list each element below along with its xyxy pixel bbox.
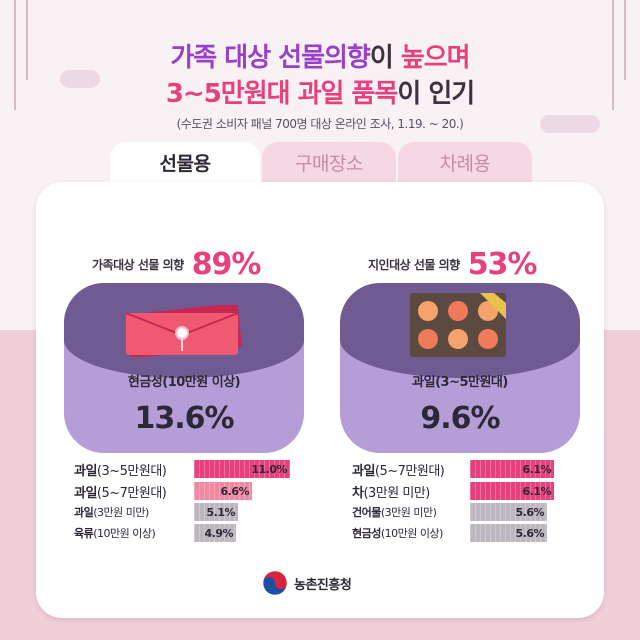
list-item: 현금성(10만원 이상) 5.6%	[352, 524, 554, 542]
item-name: 과일	[352, 463, 375, 479]
decorative-line	[26, 0, 28, 80]
money-envelope-icon	[125, 305, 242, 357]
value-bar: 6.1%	[470, 460, 554, 478]
list-item: 과일(5~7만원대) 6.6%	[74, 482, 290, 501]
value-label: 6.1%	[522, 484, 551, 498]
footer: 농촌진흥청	[262, 570, 352, 596]
value-label: 5.6%	[515, 526, 544, 540]
item-label: 과일(3만원 미만)	[74, 504, 149, 520]
value-bar: 4.9%	[194, 524, 236, 542]
value-label: 5.1%	[206, 505, 235, 519]
list-item: 차(3만원 미만) 6.1%	[352, 482, 554, 501]
decorative-line	[612, 0, 614, 110]
value-label: 5.6%	[515, 505, 544, 519]
list-item: 건어물(3만원 미만) 5.6%	[352, 503, 554, 521]
org-name: 농촌진흥청	[294, 577, 352, 593]
item-label: 차(3만원 미만)	[352, 482, 430, 501]
acquaint-panel-header: 지인대상 선물 의향 53%	[368, 244, 537, 284]
list-item: 육류(10만원 이상) 4.9%	[74, 524, 290, 542]
value-bar: 11.0%	[194, 460, 290, 478]
family-panel-header: 가족대상 선물 의향 89%	[92, 244, 261, 284]
value-bar: 5.6%	[470, 503, 547, 521]
item-name: 과일	[74, 463, 97, 479]
item-price-range: (3만원 미만)	[363, 485, 430, 501]
family-panel: 현금성(10만원 이상) 13.6%	[64, 283, 304, 453]
cloud-decoration	[60, 70, 100, 88]
headline: 가족 대상 선물의향이 높으며 3~5만원대 과일 품목이 인기	[165, 43, 475, 109]
item-label: 과일(5~7만원대)	[74, 482, 167, 501]
item-name: 과일	[74, 485, 97, 501]
acquaint-label: 지인대상 선물 의향	[368, 257, 460, 272]
value-bar: 5.1%	[194, 503, 238, 521]
value-label: 4.9%	[204, 526, 233, 540]
list-item: 과일(3만원 미만) 5.1%	[74, 503, 290, 521]
fruit-gift-box-icon	[410, 293, 506, 357]
list-item: 과일(3~5만원대) 11.0%	[74, 460, 290, 479]
item-price-range: (10만원 이상)	[380, 527, 444, 540]
item-name: 건어물	[352, 506, 381, 519]
item-label: 과일(3~5만원대)	[74, 460, 167, 479]
value-label: 6.1%	[522, 462, 551, 476]
family-percent: 89%	[191, 246, 262, 282]
value-bar: 6.6%	[194, 482, 252, 500]
item-price-range: (10만원 이상)	[93, 527, 156, 540]
value-label: 11.0%	[251, 462, 287, 476]
item-price-range: (5~7만원대)	[96, 485, 167, 501]
family-label: 가족대상 선물 의향	[92, 257, 184, 272]
family-top-value: 13.6%	[134, 401, 234, 436]
acquaint-top-item: 과일(3~5만원대)	[412, 375, 508, 390]
decorative-line	[14, 0, 16, 110]
item-label: 현금성(10만원 이상)	[352, 525, 443, 541]
item-price-range: (3~5만원대)	[96, 463, 167, 479]
value-bar: 5.6%	[470, 524, 547, 542]
acquaint-top-value: 9.6%	[420, 401, 500, 436]
taegeuk-emblem-icon	[262, 570, 288, 596]
survey-subtitle: (수도권 소비자 패널 700명 대상 온라인 조사, 1.19. ~ 20.)	[176, 117, 464, 131]
item-label: 건어물(3만원 미만)	[352, 504, 437, 520]
acquaint-panel: 과일(3~5만원대) 9.6%	[340, 283, 580, 453]
item-name: 육류	[74, 527, 94, 540]
item-price-range: (3만원 미만)	[93, 506, 149, 519]
item-label: 육류(10만원 이상)	[74, 525, 156, 541]
item-price-range: (5~7만원대)	[374, 463, 445, 479]
list-item: 과일(5~7만원대) 6.1%	[352, 460, 554, 479]
value-label: 6.6%	[220, 484, 249, 498]
value-bar: 6.1%	[470, 482, 554, 500]
acquaint-percent: 53%	[467, 246, 538, 282]
item-price-range: (3만원 미만)	[380, 506, 437, 519]
cloud-decoration	[540, 115, 600, 133]
item-name: 차	[352, 485, 364, 501]
item-name: 현금성	[352, 527, 381, 540]
item-label: 과일(5~7만원대)	[352, 460, 445, 479]
item-name: 과일	[74, 506, 94, 519]
decorative-line	[624, 0, 626, 80]
family-top-item: 현금성(10만원 이상)	[127, 375, 241, 390]
